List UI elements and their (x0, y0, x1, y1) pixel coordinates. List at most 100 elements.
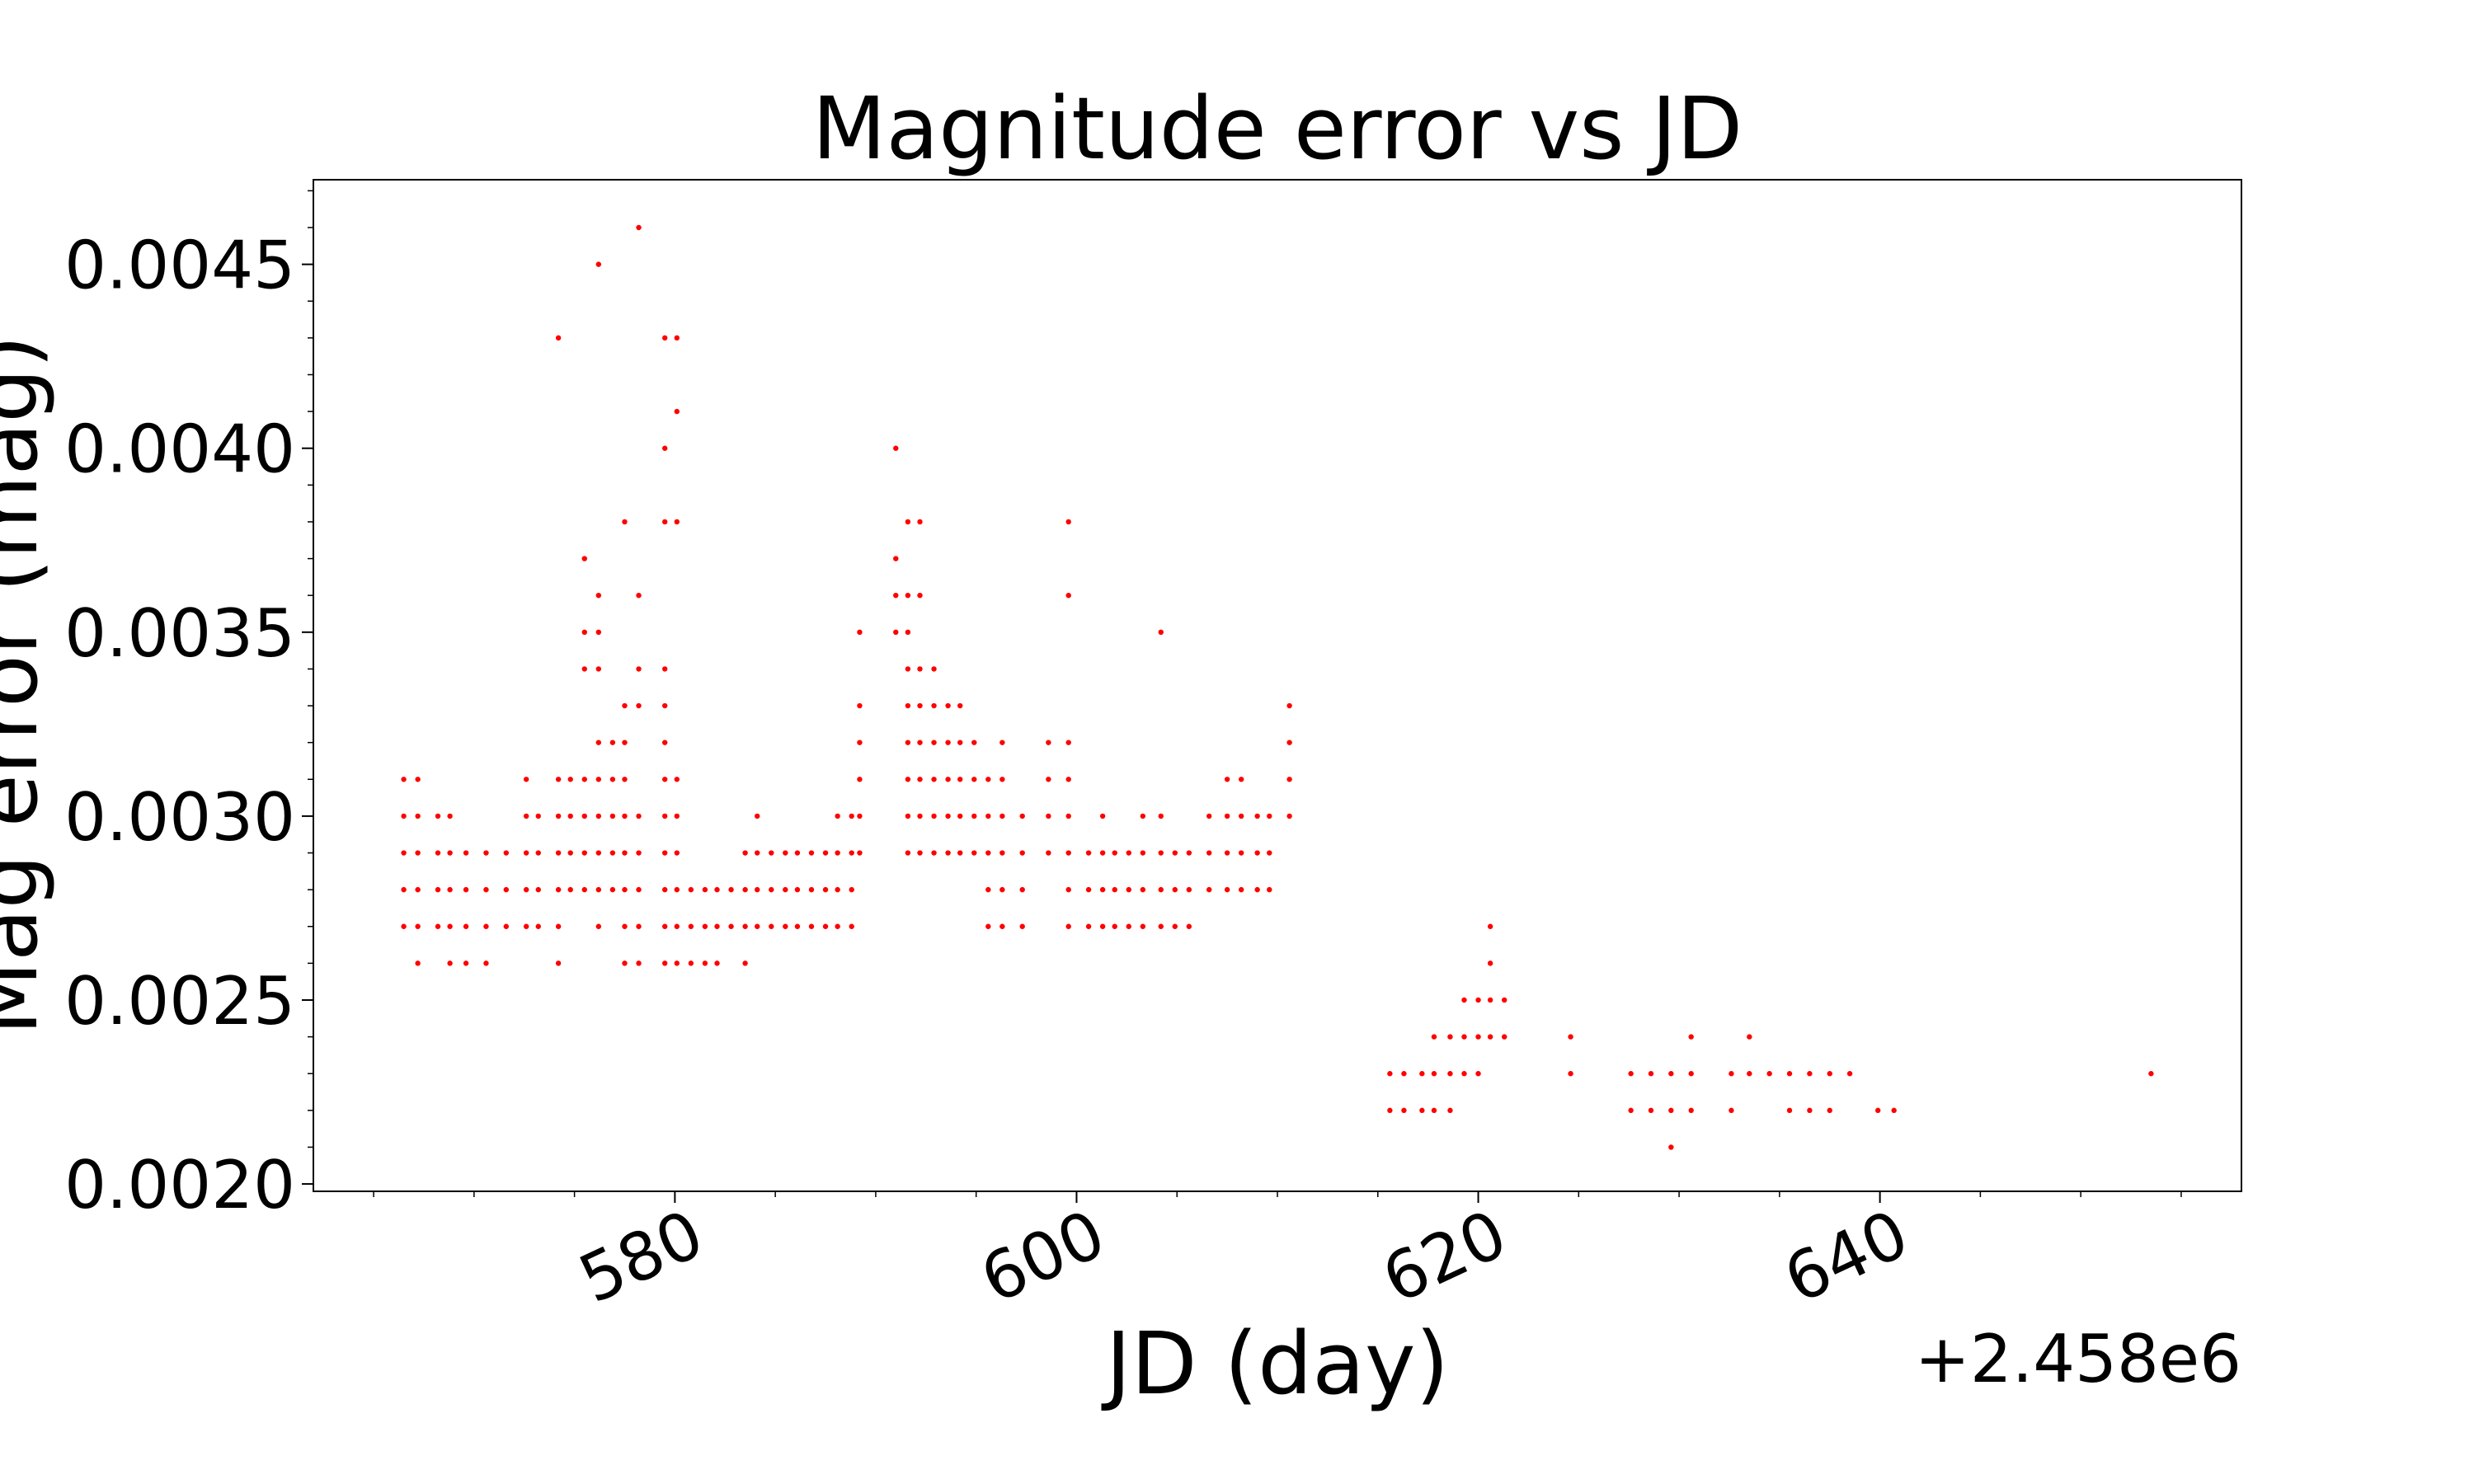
data-point (1186, 850, 1192, 856)
data-point (1729, 1071, 1734, 1077)
data-point (1254, 813, 1260, 819)
data-point (1224, 850, 1230, 856)
data-point (535, 923, 541, 929)
data-point (917, 813, 923, 819)
data-point (415, 777, 421, 782)
data-point (931, 702, 937, 709)
data-point (401, 923, 407, 929)
data-point (985, 923, 991, 929)
x-tick-label: 640 (1773, 1195, 1920, 1318)
data-point (917, 666, 923, 672)
data-point (1568, 1071, 1573, 1077)
data-point (622, 702, 628, 709)
data-point (661, 519, 668, 525)
data-point (581, 850, 587, 856)
data-point (1387, 1071, 1393, 1077)
data-point (905, 592, 911, 599)
data-point (661, 445, 668, 451)
data-point (595, 666, 602, 672)
data-point (555, 960, 562, 966)
data-point (893, 592, 899, 599)
data-point (609, 813, 616, 819)
x-tick-label: 600 (970, 1195, 1117, 1318)
data-point (917, 777, 923, 782)
data-point (595, 777, 602, 782)
data-point (1786, 1071, 1793, 1077)
data-point (1807, 1107, 1813, 1114)
data-point (555, 850, 562, 856)
data-point (905, 850, 911, 856)
data-point (1461, 1071, 1467, 1077)
data-point (1267, 850, 1272, 856)
data-point (595, 261, 602, 267)
data-point (661, 335, 668, 341)
data-point (636, 813, 642, 819)
data-point (857, 777, 863, 782)
data-point (985, 777, 991, 782)
data-point (1254, 850, 1260, 856)
data-point (567, 886, 573, 893)
data-point (1628, 1107, 1634, 1114)
data-point (742, 886, 748, 893)
data-point (1186, 923, 1192, 929)
data-point (463, 850, 469, 856)
data-point (1065, 886, 1071, 893)
data-point (1099, 813, 1106, 819)
data-point (555, 777, 562, 782)
data-point (1846, 1071, 1853, 1077)
data-point (1112, 923, 1117, 929)
data-point (1807, 1071, 1813, 1077)
data-point (1206, 850, 1212, 856)
data-point (415, 813, 421, 819)
data-point (917, 592, 923, 599)
data-point (622, 519, 628, 525)
data-point (1046, 740, 1051, 745)
data-point (1085, 923, 1092, 929)
data-point (674, 886, 680, 893)
data-point (609, 850, 616, 856)
data-point (1065, 923, 1071, 929)
data-point (503, 850, 509, 856)
data-point (535, 886, 541, 893)
data-point (661, 960, 668, 966)
data-point (1568, 1034, 1573, 1040)
data-point (1186, 886, 1192, 893)
data-point (1158, 850, 1164, 856)
data-point (1112, 850, 1117, 856)
data-point (1206, 886, 1212, 893)
data-point (1766, 1071, 1772, 1077)
data-point (893, 445, 899, 451)
data-point (435, 886, 441, 893)
data-point (999, 850, 1005, 856)
data-point (1688, 1107, 1694, 1114)
data-point (1224, 886, 1230, 893)
data-point (1668, 1144, 1674, 1150)
data-point (794, 886, 801, 893)
data-point (636, 702, 642, 709)
data-point (849, 886, 854, 893)
data-point (674, 408, 680, 415)
data-point (523, 777, 529, 782)
data-point (622, 740, 628, 745)
data-point (702, 886, 708, 893)
data-point (702, 923, 708, 929)
data-point (661, 923, 668, 929)
data-point (435, 850, 441, 856)
data-point (849, 850, 854, 856)
data-point (503, 886, 509, 893)
data-point (661, 813, 668, 819)
data-point (857, 740, 863, 745)
data-point (728, 886, 734, 893)
data-point (1286, 702, 1292, 709)
data-point (1254, 886, 1260, 893)
data-point (1502, 997, 1507, 1003)
data-point (622, 960, 628, 966)
data-point (769, 886, 774, 893)
data-point (857, 850, 863, 856)
data-point (1065, 777, 1071, 782)
data-point (1874, 1107, 1881, 1114)
data-point (1158, 813, 1164, 819)
data-point (931, 813, 937, 819)
data-point (636, 886, 642, 893)
